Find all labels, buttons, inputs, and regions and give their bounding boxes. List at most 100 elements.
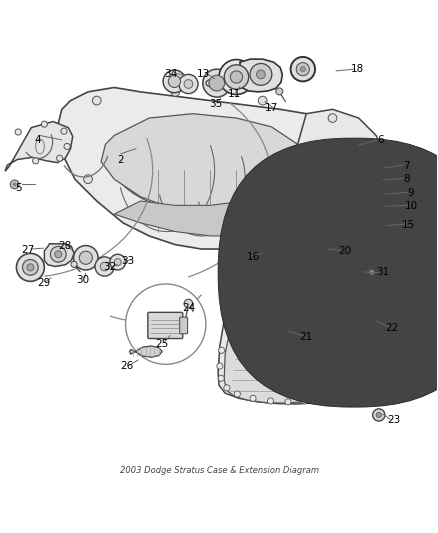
- Text: 34: 34: [164, 69, 177, 78]
- Circle shape: [100, 262, 109, 271]
- Polygon shape: [224, 316, 366, 403]
- Polygon shape: [130, 346, 162, 357]
- Text: 27: 27: [21, 245, 35, 255]
- Text: 7: 7: [403, 161, 410, 171]
- Circle shape: [11, 180, 19, 189]
- Circle shape: [353, 321, 360, 327]
- Polygon shape: [114, 197, 285, 236]
- Text: 18: 18: [351, 64, 364, 74]
- Circle shape: [373, 409, 385, 421]
- Circle shape: [268, 398, 274, 404]
- Circle shape: [114, 259, 121, 265]
- Circle shape: [64, 143, 70, 149]
- Polygon shape: [101, 114, 297, 214]
- Circle shape: [62, 131, 71, 140]
- FancyBboxPatch shape: [218, 138, 438, 407]
- Circle shape: [359, 157, 367, 166]
- Circle shape: [272, 308, 286, 321]
- Text: 21: 21: [300, 332, 313, 342]
- Circle shape: [13, 183, 16, 186]
- Circle shape: [276, 88, 283, 95]
- Circle shape: [376, 220, 385, 228]
- Circle shape: [57, 155, 63, 161]
- Text: 16: 16: [247, 252, 261, 262]
- Circle shape: [203, 69, 231, 97]
- FancyBboxPatch shape: [352, 201, 378, 219]
- Polygon shape: [297, 109, 385, 240]
- Polygon shape: [311, 235, 346, 256]
- Text: 25: 25: [155, 339, 169, 349]
- Circle shape: [367, 343, 373, 349]
- Circle shape: [328, 114, 337, 123]
- Circle shape: [55, 251, 62, 258]
- Text: 22: 22: [385, 322, 398, 333]
- Polygon shape: [44, 244, 74, 266]
- Circle shape: [227, 319, 233, 326]
- Circle shape: [250, 63, 272, 85]
- Text: 8: 8: [403, 174, 410, 184]
- Circle shape: [234, 391, 240, 397]
- Circle shape: [376, 188, 385, 197]
- Text: 13: 13: [197, 69, 210, 79]
- Circle shape: [22, 260, 38, 275]
- Circle shape: [258, 96, 267, 105]
- Circle shape: [71, 261, 77, 268]
- Text: 32: 32: [103, 262, 117, 272]
- Polygon shape: [294, 166, 357, 209]
- Circle shape: [337, 314, 343, 320]
- Circle shape: [376, 169, 385, 179]
- Circle shape: [27, 264, 34, 271]
- Circle shape: [328, 392, 335, 398]
- Circle shape: [41, 121, 47, 127]
- Text: 2003 Dodge Stratus Case & Extension Diagram: 2003 Dodge Stratus Case & Extension Diag…: [120, 466, 318, 475]
- Text: 2: 2: [117, 155, 124, 165]
- FancyBboxPatch shape: [352, 166, 378, 184]
- Circle shape: [301, 398, 307, 404]
- FancyBboxPatch shape: [352, 217, 378, 233]
- Text: 30: 30: [76, 274, 89, 285]
- Circle shape: [32, 158, 39, 164]
- FancyBboxPatch shape: [148, 312, 183, 338]
- Circle shape: [276, 311, 283, 318]
- Circle shape: [163, 70, 186, 93]
- Circle shape: [218, 375, 224, 381]
- Circle shape: [217, 363, 223, 369]
- Circle shape: [246, 312, 252, 318]
- Text: 4: 4: [35, 135, 41, 145]
- Text: 28: 28: [59, 240, 72, 251]
- Circle shape: [79, 251, 92, 264]
- Circle shape: [50, 246, 66, 262]
- Circle shape: [257, 70, 265, 79]
- Polygon shape: [253, 241, 306, 277]
- Circle shape: [369, 270, 374, 275]
- Text: 5: 5: [15, 183, 21, 193]
- FancyBboxPatch shape: [352, 184, 378, 203]
- Circle shape: [365, 356, 371, 362]
- Circle shape: [219, 348, 225, 353]
- Circle shape: [359, 368, 365, 374]
- Text: 24: 24: [183, 303, 196, 313]
- Circle shape: [219, 60, 254, 94]
- Text: 20: 20: [338, 246, 351, 256]
- FancyBboxPatch shape: [180, 317, 187, 334]
- Circle shape: [110, 254, 126, 270]
- Circle shape: [168, 75, 180, 87]
- Polygon shape: [57, 87, 367, 249]
- Circle shape: [285, 399, 291, 405]
- Circle shape: [296, 62, 309, 76]
- Polygon shape: [346, 223, 374, 233]
- Polygon shape: [380, 189, 390, 199]
- Text: 33: 33: [121, 256, 134, 266]
- Circle shape: [84, 175, 92, 183]
- Circle shape: [316, 310, 322, 316]
- Circle shape: [329, 237, 397, 305]
- Circle shape: [293, 308, 300, 314]
- Text: 31: 31: [376, 266, 389, 277]
- Circle shape: [290, 57, 315, 82]
- Circle shape: [346, 210, 354, 219]
- Circle shape: [184, 299, 193, 308]
- FancyBboxPatch shape: [345, 265, 365, 279]
- Text: 23: 23: [387, 415, 400, 425]
- Circle shape: [61, 128, 67, 134]
- Polygon shape: [218, 309, 372, 404]
